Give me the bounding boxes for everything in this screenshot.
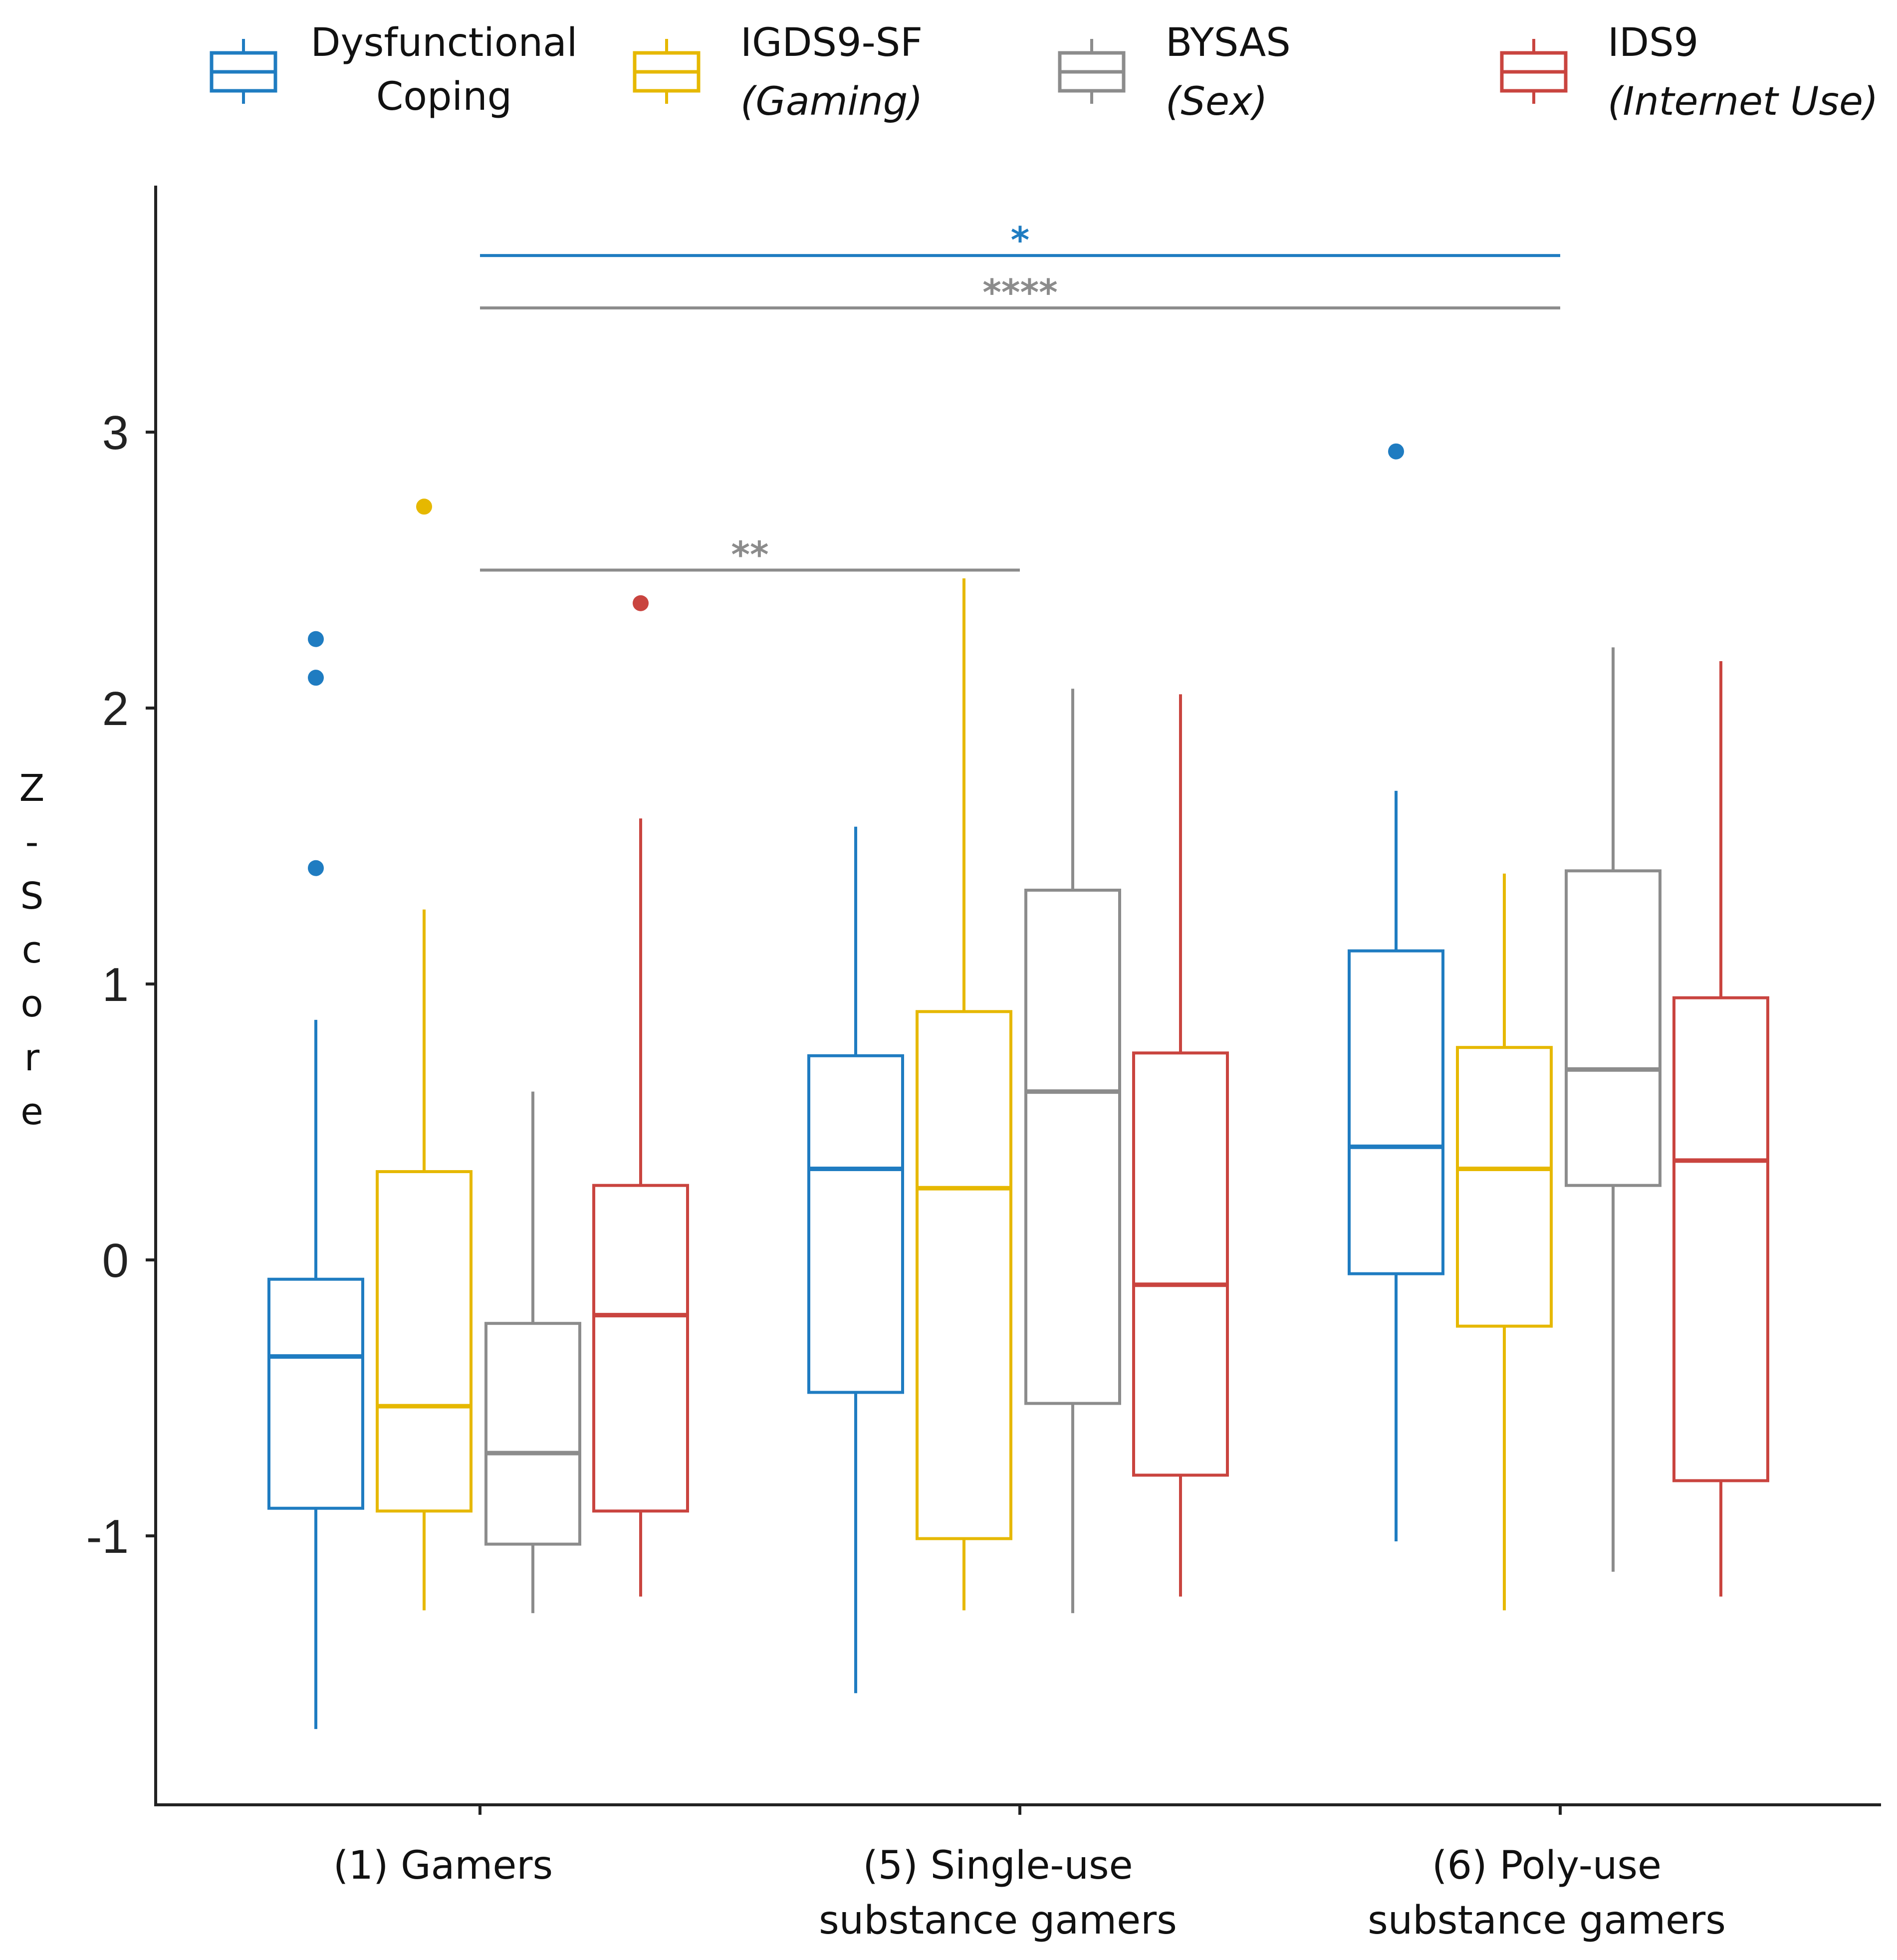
- box-bysas-cat3: [1565, 647, 1661, 1572]
- y-tick-label: 3: [102, 406, 129, 460]
- box-dysfunctional-coping-cat2: [807, 826, 904, 1694]
- legend: Dysfunctional Coping IGDS9-SF (Gaming) BYSAS…: [210, 20, 1878, 124]
- box-ids9-cat3: [1672, 661, 1769, 1597]
- x-tick-label-line: (1) Gamers: [333, 1843, 553, 1888]
- y-axis-label-char: c: [22, 929, 42, 972]
- iqr-box: [1132, 1051, 1229, 1477]
- legend-label-line1: IGDS9-SF: [740, 20, 923, 65]
- iqr-box: [1672, 996, 1769, 1482]
- x-tick-label-line: substance gamers: [819, 1898, 1177, 1943]
- box-igds9-sf-cat2: [916, 578, 1012, 1611]
- boxplot-legend-icon: [1500, 39, 1568, 104]
- legend-label-line1: BYSAS: [1166, 20, 1291, 65]
- box-igds9-sf-cat1: [376, 498, 473, 1611]
- outlier-point: [308, 670, 324, 686]
- y-axis-label-char: S: [20, 875, 44, 918]
- y-tick-label: 1: [102, 958, 129, 1011]
- outlier-point: [416, 498, 432, 515]
- legend-item-dysfunctional-coping: Dysfunctional Coping: [210, 20, 578, 119]
- iqr-box: [807, 1054, 904, 1394]
- iqr-box: [1565, 869, 1661, 1187]
- legend-label-line1: IDS9: [1608, 20, 1698, 65]
- significance-bracket: **: [480, 534, 1020, 576]
- legend-label-line2: Coping: [376, 74, 512, 119]
- legend-label-line2: (Sex): [1166, 79, 1268, 124]
- outlier-point: [308, 860, 324, 876]
- boxplot-legend-icon: [633, 39, 701, 104]
- significance-label: ****: [982, 271, 1058, 313]
- legend-item-bysas: BYSAS (Sex): [1058, 20, 1291, 124]
- y-axis-label-char: r: [24, 1036, 40, 1079]
- iqr-box: [592, 1184, 689, 1513]
- boxplot-legend-icon: [210, 39, 277, 104]
- x-tick-label: (1) Gamers: [333, 1843, 553, 1888]
- iqr-box: [1348, 949, 1444, 1275]
- y-axis-label-char: e: [20, 1090, 43, 1133]
- x-tick-label: (6) Poly-use substance gamers: [1368, 1843, 1726, 1943]
- box-bysas-cat2: [1024, 689, 1121, 1613]
- outlier-point: [308, 631, 324, 647]
- x-tick-label: (5) Single-use substance gamers: [819, 1843, 1177, 1943]
- boxplot-legend-icon: [1058, 39, 1126, 104]
- legend-label-line1: Dysfunctional: [311, 20, 578, 65]
- box-ids9-cat2: [1132, 694, 1229, 1597]
- legend-label-line2: (Gaming): [740, 79, 923, 124]
- significance-label: **: [731, 534, 768, 576]
- iqr-box: [267, 1277, 364, 1510]
- outlier-point: [1388, 443, 1404, 460]
- significance-bracket: *: [480, 219, 1560, 261]
- x-axis: (1) Gamers (5) Single-use substance gamers…: [154, 1803, 1881, 1943]
- x-tick-label-line: (5) Single-use: [863, 1843, 1133, 1888]
- y-axis-label-char: Z: [19, 767, 45, 810]
- legend-label-line2: (Internet Use): [1608, 79, 1878, 124]
- x-tick-label-line: (6) Poly-use: [1432, 1843, 1661, 1888]
- box-igds9-sf-cat3: [1456, 873, 1553, 1611]
- y-tick-label: 2: [102, 682, 129, 735]
- y-tick-label: 0: [102, 1234, 129, 1287]
- box-bysas-cat1: [484, 1091, 581, 1613]
- outlier-point: [633, 595, 649, 611]
- iqr-box: [376, 1170, 473, 1513]
- iqr-box: [1024, 888, 1121, 1405]
- significance-bracket: ****: [480, 271, 1560, 313]
- plot-area: [267, 443, 1769, 1729]
- iqr-box: [1456, 1046, 1553, 1328]
- iqr-box: [916, 1010, 1012, 1540]
- legend-item-ids9: IDS9 (Internet Use): [1500, 20, 1878, 124]
- y-axis-label-char: o: [20, 982, 43, 1025]
- y-tick-label: -1: [86, 1510, 129, 1563]
- box-dysfunctional-coping-cat1: [267, 631, 364, 1729]
- significance-annotations: *******: [480, 219, 1560, 576]
- iqr-box: [484, 1322, 581, 1546]
- significance-label: *: [1011, 219, 1030, 261]
- legend-item-igds9-sf: IGDS9-SF (Gaming): [633, 20, 923, 124]
- x-tick-label-line: substance gamers: [1368, 1898, 1726, 1943]
- box-dysfunctional-coping-cat3: [1348, 443, 1444, 1542]
- y-axis-label-char: -: [25, 821, 39, 864]
- box-ids9-cat1: [592, 595, 689, 1597]
- y-axis: 3 2 1 0 -1: [86, 186, 157, 1805]
